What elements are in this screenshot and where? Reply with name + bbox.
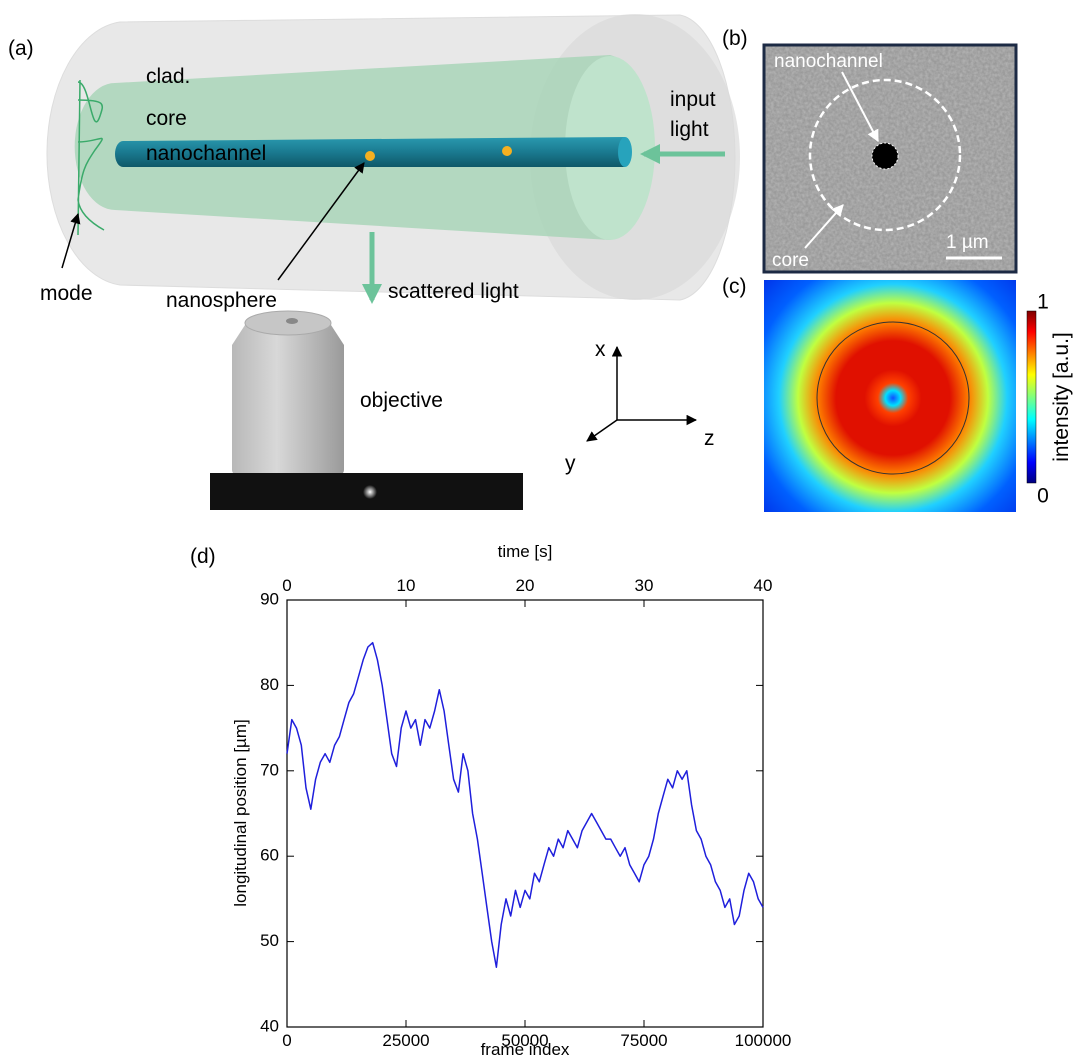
label: objective — [360, 389, 443, 412]
colorbar — [1027, 311, 1036, 483]
panel-label: (b) — [722, 27, 748, 50]
label: nanochannel — [774, 51, 883, 72]
label: nanosphere — [166, 289, 277, 312]
x2-tick-label: 10 — [397, 576, 416, 595]
y-tick-label: 90 — [260, 589, 279, 608]
label: core — [146, 107, 187, 130]
x2-tick-label: 30 — [635, 576, 654, 595]
axis-name: y — [565, 452, 576, 475]
objective-body — [232, 345, 344, 486]
colorbar-tick-label: 0 — [1037, 485, 1049, 508]
x-tick-label: 25000 — [382, 1031, 429, 1050]
panel-b: (b) nanochannel core 1 µm — [722, 27, 1016, 272]
y-tick-label: 80 — [260, 675, 279, 694]
panel-label: (d) — [190, 545, 216, 568]
label: scattered light — [388, 280, 519, 303]
x-tick-label: 75000 — [620, 1031, 667, 1050]
panel-d: (d) time [s] frame index longitudinal po… — [190, 542, 763, 1059]
colorbar-tick-label: 1 — [1037, 291, 1049, 314]
nanosphere — [365, 151, 375, 161]
channel-hole — [872, 143, 898, 169]
panel-label: (a) — [8, 37, 34, 60]
y-axis-title: longitudinal position [µm] — [231, 719, 250, 906]
label: input — [670, 88, 716, 111]
y-tick-label: 70 — [260, 760, 279, 779]
x2-tick-label: 40 — [754, 576, 773, 595]
axis-arrow — [587, 420, 617, 441]
x-tick-label: 100000 — [735, 1031, 792, 1050]
panel-a: (a) clad. core nanochannel input light m… — [8, 14, 740, 510]
y-tick-label: 60 — [260, 846, 279, 865]
x2-tick-label: 0 — [282, 576, 291, 595]
x-tick-label: 0 — [282, 1031, 291, 1050]
x2-axis-title: time [s] — [498, 542, 553, 561]
axis-name: x — [595, 338, 606, 361]
scale-label: 1 µm — [946, 232, 989, 253]
y-tick-label: 50 — [260, 931, 279, 950]
label: light — [670, 118, 709, 141]
image-spot — [363, 485, 377, 499]
y-tick-label: 40 — [260, 1016, 279, 1035]
panel-label: (c) — [722, 275, 747, 298]
data-line — [287, 643, 763, 968]
colorbar-label: intensity [a.u.] — [1050, 332, 1073, 462]
label: mode — [40, 282, 93, 305]
label: clad. — [146, 65, 190, 88]
label: core — [772, 250, 809, 271]
nanosphere — [502, 146, 512, 156]
label: nanochannel — [146, 142, 266, 165]
plot-frame — [287, 600, 763, 1027]
axis-name: z — [704, 427, 715, 450]
x-tick-label: 50000 — [501, 1031, 548, 1050]
figure: (a) clad. core nanochannel input light m… — [0, 0, 1081, 1061]
nanochannel-end — [618, 137, 632, 167]
objective-lens — [286, 318, 298, 324]
x2-tick-label: 20 — [516, 576, 535, 595]
